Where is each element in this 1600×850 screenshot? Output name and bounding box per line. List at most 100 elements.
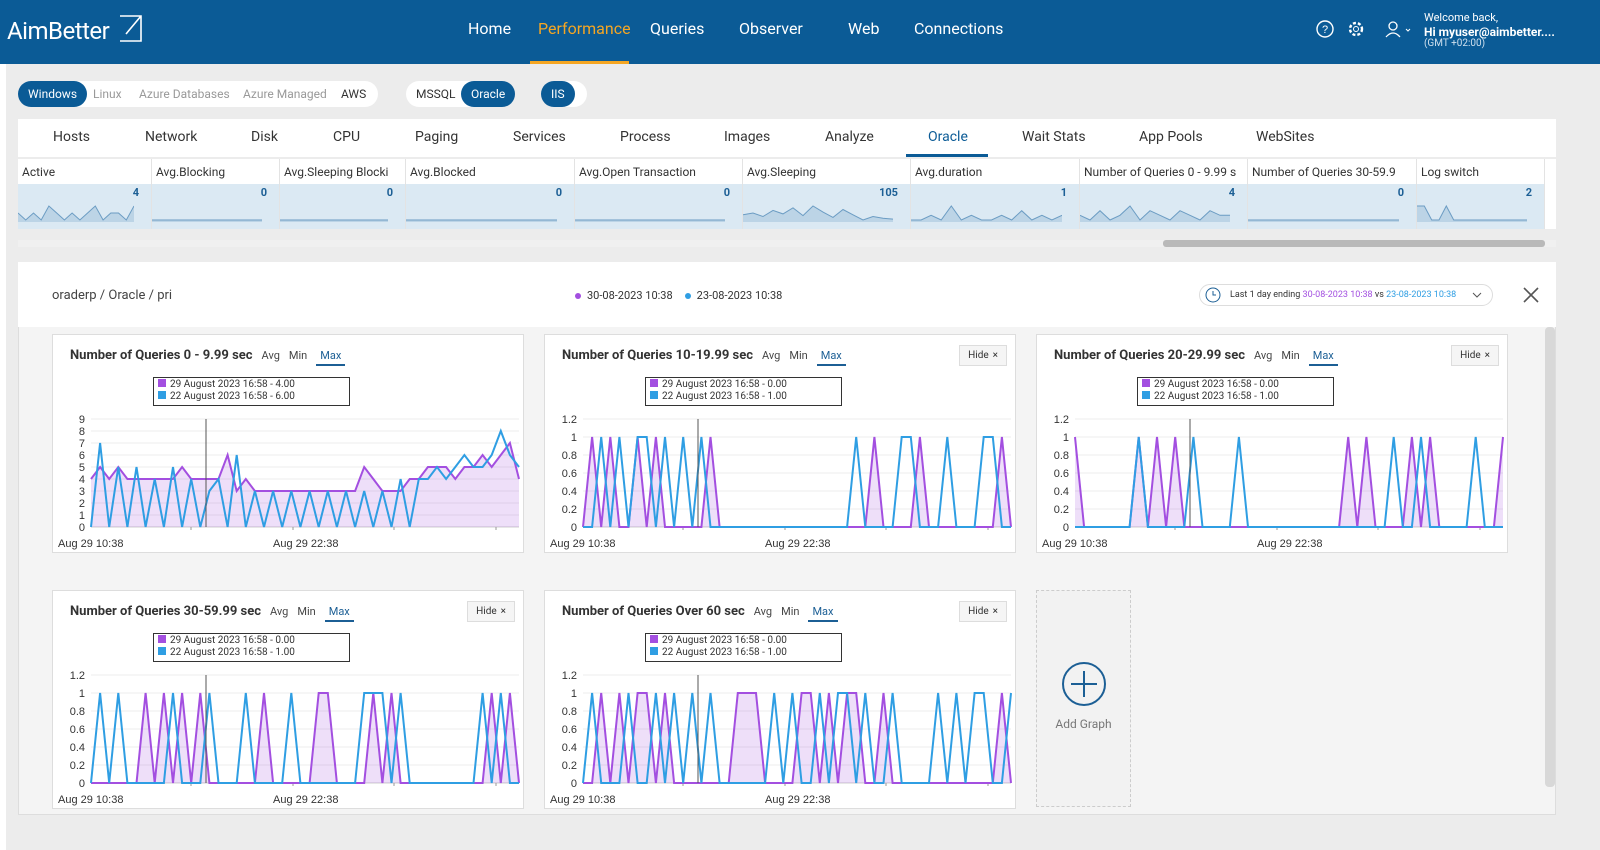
x-tick-label: Aug 29 10:38: [550, 538, 615, 550]
timezone: (GMT +02:00): [1424, 38, 1486, 49]
range-vs: vs: [1374, 290, 1384, 300]
mode-toggle[interactable]: Max: [316, 349, 346, 366]
tab-bar: Hosts Network Disk CPU Paging Services Process…: [18, 119, 1556, 157]
toggle[interactable]: IIS: [541, 81, 575, 107]
mode-toggle[interactable]: Avg: [762, 349, 781, 362]
tooltip-row: 22 August 2023 16:58 - 1.00: [650, 391, 841, 403]
sparkline-area: [743, 206, 893, 222]
logo-mark: [120, 15, 142, 42]
toggle[interactable]: Oracle: [461, 81, 516, 107]
mode-toggle[interactable]: Min: [288, 349, 308, 362]
mode-toggle[interactable]: Avg: [270, 605, 289, 618]
logo[interactable]: AimBetter: [7, 17, 110, 45]
tooltip-swatch: [650, 647, 658, 655]
tab[interactable]: Analyze: [825, 129, 874, 145]
tooltip: 29 August 2023 16:58 - 0.00 22 August 202…: [153, 633, 350, 662]
tab[interactable]: Paging: [415, 129, 459, 145]
tooltip-text: 29 August 2023 16:58 - 0.00: [170, 635, 295, 646]
tab[interactable]: Hosts: [53, 129, 91, 145]
toggle[interactable]: Windows: [18, 81, 88, 107]
mode-toggle[interactable]: Min: [781, 605, 800, 618]
metric[interactable]: Avg.Open Transaction 0: [575, 159, 743, 229]
y-tick-label: 7: [79, 438, 85, 450]
toggle[interactable]: AWS: [341, 87, 367, 101]
panel-scrollbar[interactable]: [1545, 327, 1555, 787]
y-tick-label: 1: [79, 510, 85, 522]
toggle[interactable]: Linux: [93, 87, 122, 101]
nav-item[interactable]: Queries: [650, 19, 705, 38]
tab[interactable]: Wait Stats: [1022, 129, 1086, 145]
mode-toggle[interactable]: Max: [324, 605, 354, 622]
metric-body: 0: [575, 184, 742, 229]
mode-toggle[interactable]: Min: [789, 349, 808, 362]
close[interactable]: [1521, 285, 1541, 305]
mode-toggle[interactable]: Avg: [261, 349, 280, 362]
mode-toggle[interactable]: Avg: [753, 605, 773, 618]
hide-button[interactable]: Hide ×: [959, 345, 1007, 366]
scrollbar[interactable]: [18, 240, 1556, 247]
hide-button[interactable]: Hide ×: [959, 601, 1007, 622]
mode-toggle[interactable]: Max: [1308, 349, 1338, 366]
hide-button[interactable]: Hide ×: [467, 601, 515, 622]
series-line: [1075, 436, 1503, 528]
mode-toggle[interactable]: Avg: [1254, 349, 1273, 362]
metric[interactable]: Number of Queries 0 - 9.99 s 4: [1080, 159, 1248, 229]
toggle[interactable]: Azure Managed: [243, 87, 327, 101]
nav-item[interactable]: Home: [468, 19, 512, 38]
series-area: [91, 443, 519, 527]
nav-item[interactable]: Web: [848, 19, 880, 38]
plot: 0 0.2 0.4 0.6 0.8 1 1.2 Aug 29 10:38 Aug 29 22:3…: [58, 670, 520, 806]
chart-title-text: Number of Queries Over 60 sec: [562, 604, 745, 619]
mode-toggle[interactable]: Max: [808, 605, 838, 622]
y-tick-label: 3: [79, 486, 85, 498]
metric[interactable]: Avg.Blocked 0: [406, 159, 575, 229]
tooltip-text: 22 August 2023 16:58 - 1.00: [662, 647, 787, 658]
hide-button[interactable]: Hide ×: [1451, 345, 1499, 366]
range-picker[interactable]: Last 1 day ending 30-08-2023 10:38 vs 23…: [1199, 284, 1493, 306]
side-strip: [0, 64, 6, 850]
legend-label: 30-08-2023 10:38: [587, 289, 673, 302]
metric[interactable]: Number of Queries 30-59.9 0: [1248, 159, 1417, 229]
add-graph[interactable]: Add Graph: [1036, 590, 1131, 807]
metric[interactable]: Avg.Sleeping 105: [743, 159, 911, 229]
tooltip-text: 22 August 2023 16:58 - 1.00: [170, 647, 295, 658]
tab[interactable]: Services: [513, 129, 566, 145]
toggle[interactable]: MSSQL: [416, 87, 456, 101]
nav-item[interactable]: Performance: [538, 19, 631, 38]
legend-dot: [575, 292, 581, 299]
tab[interactable]: CPU: [333, 129, 361, 145]
toggle[interactable]: Azure Databases: [139, 87, 230, 101]
sparkline-line: [1417, 204, 1527, 221]
sparkline: [1248, 219, 1399, 222]
metric[interactable]: Active 4: [18, 159, 152, 229]
nav-item[interactable]: Observer: [739, 19, 803, 38]
tab[interactable]: Images: [724, 129, 771, 145]
nav-item[interactable]: Connections: [914, 19, 1004, 38]
mode-toggle[interactable]: Min: [297, 605, 316, 618]
y-tick-label: 2: [79, 498, 85, 510]
metric-name: Avg.Blocked: [410, 165, 476, 179]
mode-toggle[interactable]: Max: [816, 349, 846, 366]
tab[interactable]: Network: [145, 129, 198, 145]
metric[interactable]: Avg.duration 1: [911, 159, 1080, 229]
tab[interactable]: Process: [620, 129, 671, 145]
series-line: [90, 440, 520, 494]
y-tick-label: 0.8: [1054, 450, 1069, 462]
tab[interactable]: Disk: [251, 129, 278, 145]
metric[interactable]: Avg.Blocking 0: [152, 159, 280, 229]
header-icons[interactable]: ?: [1312, 16, 1412, 46]
tooltip-swatch: [1142, 391, 1150, 399]
metric-name: Avg.duration: [915, 165, 983, 179]
tab[interactable]: WebSites: [1256, 129, 1315, 145]
range-prefix: Last 1 day ending: [1230, 290, 1301, 300]
metric[interactable]: Log switch 2: [1417, 159, 1545, 229]
tab[interactable]: App Pools: [1139, 129, 1203, 145]
tooltip-row: 22 August 2023 16:58 - 1.00: [650, 647, 841, 659]
x-tick-label: Aug 29 10:38: [58, 538, 123, 550]
mode-toggle[interactable]: Min: [1281, 349, 1300, 362]
panel-header: oraderp / Oracle / pri 30-08-2023 10:38 2…: [18, 262, 1556, 327]
y-tick-label: 0.2: [1054, 504, 1069, 516]
metric[interactable]: Avg.Sleeping Blocki 0: [280, 159, 406, 229]
tab[interactable]: Oracle: [928, 129, 968, 145]
